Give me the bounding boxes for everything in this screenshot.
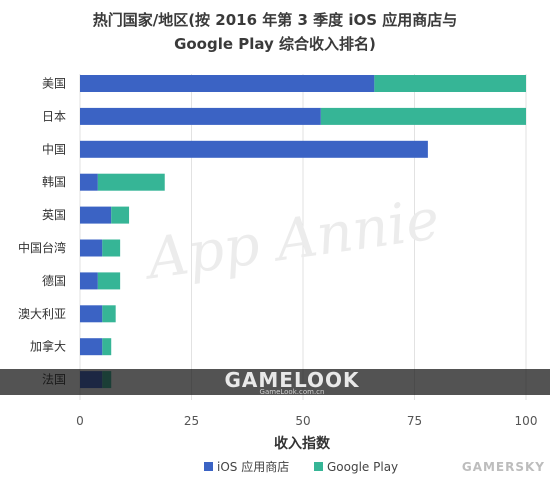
bar-google-play: [111, 206, 130, 224]
chart-title-line-1: 热门国家/地区(按 2016 年第 3 季度 iOS 应用商店与: [92, 11, 458, 29]
legend: iOS 应用商店 Google Play: [204, 459, 398, 474]
bar-ios: [80, 305, 103, 323]
x-tick-label: 100: [515, 414, 538, 428]
chart-title-line-2: Google Play 综合收入排名): [174, 35, 376, 53]
bar-ios: [80, 107, 321, 125]
bar-ios: [80, 338, 103, 356]
category-label: 美国: [42, 77, 66, 91]
app-annie-watermark: App Annie: [139, 187, 444, 293]
x-tick-label: 0: [76, 414, 84, 428]
gamelook-banner: GAMELOOK GameLook.com.cn: [0, 368, 550, 396]
category-label: 韩国: [42, 174, 66, 189]
category-label: 中国台湾: [18, 240, 66, 255]
category-label: 加拿大: [30, 339, 66, 354]
bar-ios: [80, 206, 112, 224]
gamelook-url-text: GameLook.com.cn: [260, 388, 325, 396]
gamelook-banner-background: [0, 369, 550, 395]
category-label: 中国: [42, 141, 66, 156]
bar-google-play: [374, 75, 526, 92]
category-label: 英国: [42, 208, 66, 222]
category-label: 日本: [42, 109, 66, 123]
category-labels: 美国日本中国韩国英国中国台湾德国澳大利亚加拿大法国: [18, 77, 66, 387]
chart-title: 热门国家/地区(按 2016 年第 3 季度 iOS 应用商店与 Google …: [0, 8, 550, 56]
gamersky-watermark: GAMERSKY: [462, 460, 545, 474]
x-tick-label: 25: [184, 414, 199, 428]
category-label: 德国: [42, 273, 66, 288]
bar-ios: [80, 272, 98, 290]
bar-ios: [80, 75, 375, 92]
category-label: 澳大利亚: [18, 307, 66, 321]
x-tick-labels: 0 25 50 75 100: [76, 414, 537, 428]
bar-google-play: [97, 173, 165, 191]
bar-ios: [80, 173, 98, 191]
bar-google-play: [320, 107, 526, 125]
gamelook-logo-text: GAMELOOK: [225, 368, 360, 392]
bar-google-play: [102, 305, 116, 323]
x-axis-label: 收入指数: [274, 435, 331, 452]
x-tick-label: 75: [407, 414, 422, 428]
legend-swatch: [204, 462, 213, 471]
bar-google-play: [102, 338, 112, 356]
legend-label: iOS 应用商店: [217, 459, 289, 474]
bar-google-play: [102, 239, 121, 257]
legend-swatch: [314, 462, 323, 471]
x-tick-label: 50: [295, 414, 310, 428]
bars: [80, 75, 526, 389]
bar-ios: [80, 140, 428, 158]
bar-ios: [80, 239, 103, 257]
legend-label: Google Play: [327, 460, 398, 474]
bar-google-play: [97, 272, 121, 290]
